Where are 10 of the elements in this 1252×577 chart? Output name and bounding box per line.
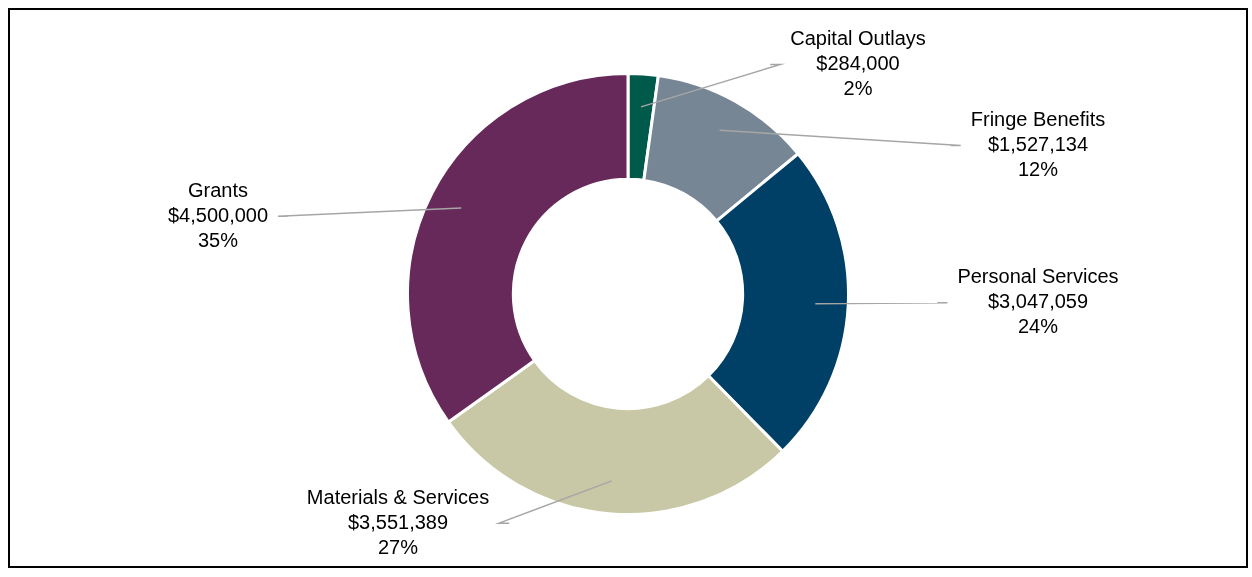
data-label: $3,047,059 24%: [987, 290, 1089, 338]
data-label: $1,527,134 12%: [987, 133, 1089, 181]
data-label: $3,551,389 27%: [347, 510, 449, 558]
slice-label: Fringe Benefits: [970, 108, 1106, 131]
slice-label: Grants: [187, 178, 249, 201]
slice-label: Capital Outlays: [790, 27, 926, 50]
slice-label: Materials & Services: [306, 485, 490, 508]
data-label: $4,500,000 35%: [167, 203, 269, 251]
data-label: $284,000 2%: [816, 52, 900, 100]
slice-label: Personal Services: [957, 265, 1119, 288]
